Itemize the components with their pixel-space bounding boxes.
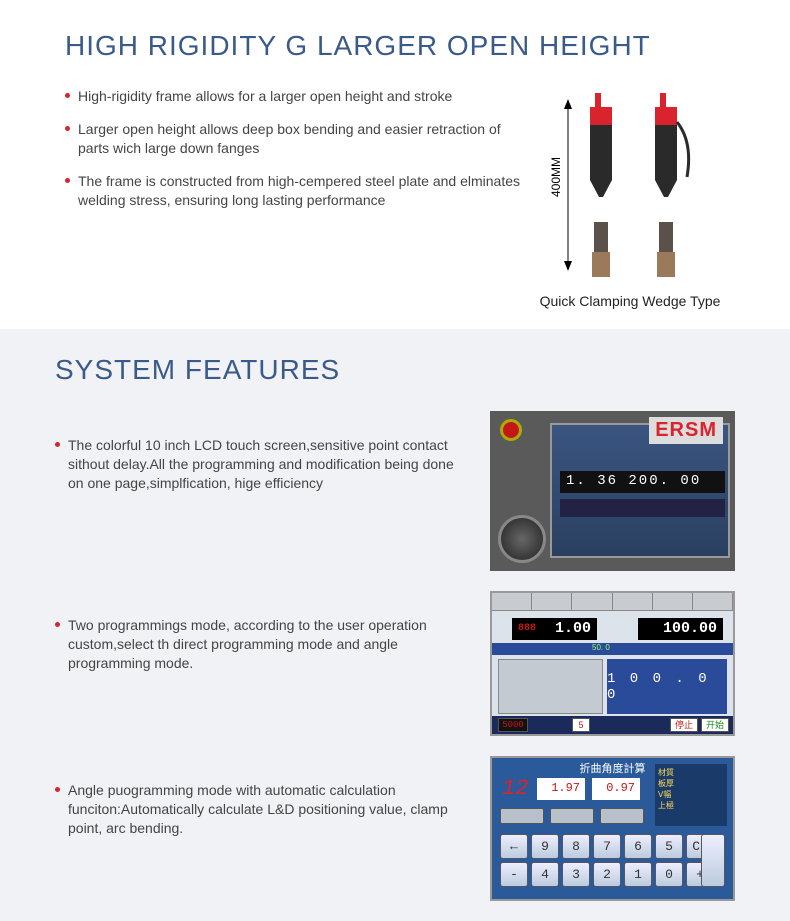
panel-display: 1. 36 200. 00	[560, 471, 725, 493]
clamp-figure: 400MM	[535, 87, 725, 309]
section2-title: SYSTEM FEATURES	[55, 354, 735, 386]
control-panel-image: ERSM 1. 36 200. 00	[490, 411, 735, 571]
bullet-item: The frame is constructed from high-cempe…	[65, 172, 520, 210]
touchscreen-image: 8881.00 100.00 50. 0 1 0 0 . 0 0 5000 5 …	[490, 591, 735, 736]
section1-title: HIGH RIGIDITY G LARGER OPEN HEIGHT	[65, 30, 725, 62]
dial-icon	[498, 515, 546, 563]
clamp-caption: Quick Clamping Wedge Type	[535, 293, 725, 309]
panel-logo: ERSM	[649, 417, 723, 444]
estop-icon	[500, 419, 522, 441]
bullet-item: High-rigidity frame allows for a larger …	[65, 87, 520, 106]
angle-calc-image: 折曲角度計算 12 1.97 0.97 材質 板厚 V幅 上極 ← 9 8 7 …	[490, 756, 735, 901]
feature-item: The colorful 10 inch LCD touch screen,se…	[55, 436, 470, 493]
feature-item: Angle puogramming mode with automatic ca…	[55, 781, 470, 838]
bullet-item: Larger open height allows deep box bendi…	[65, 120, 520, 158]
dimension-label: 400MM	[550, 157, 563, 197]
section1-bullets: High-rigidity frame allows for a larger …	[65, 87, 520, 309]
feature-item: Two programmings mode, according to the …	[55, 616, 470, 673]
